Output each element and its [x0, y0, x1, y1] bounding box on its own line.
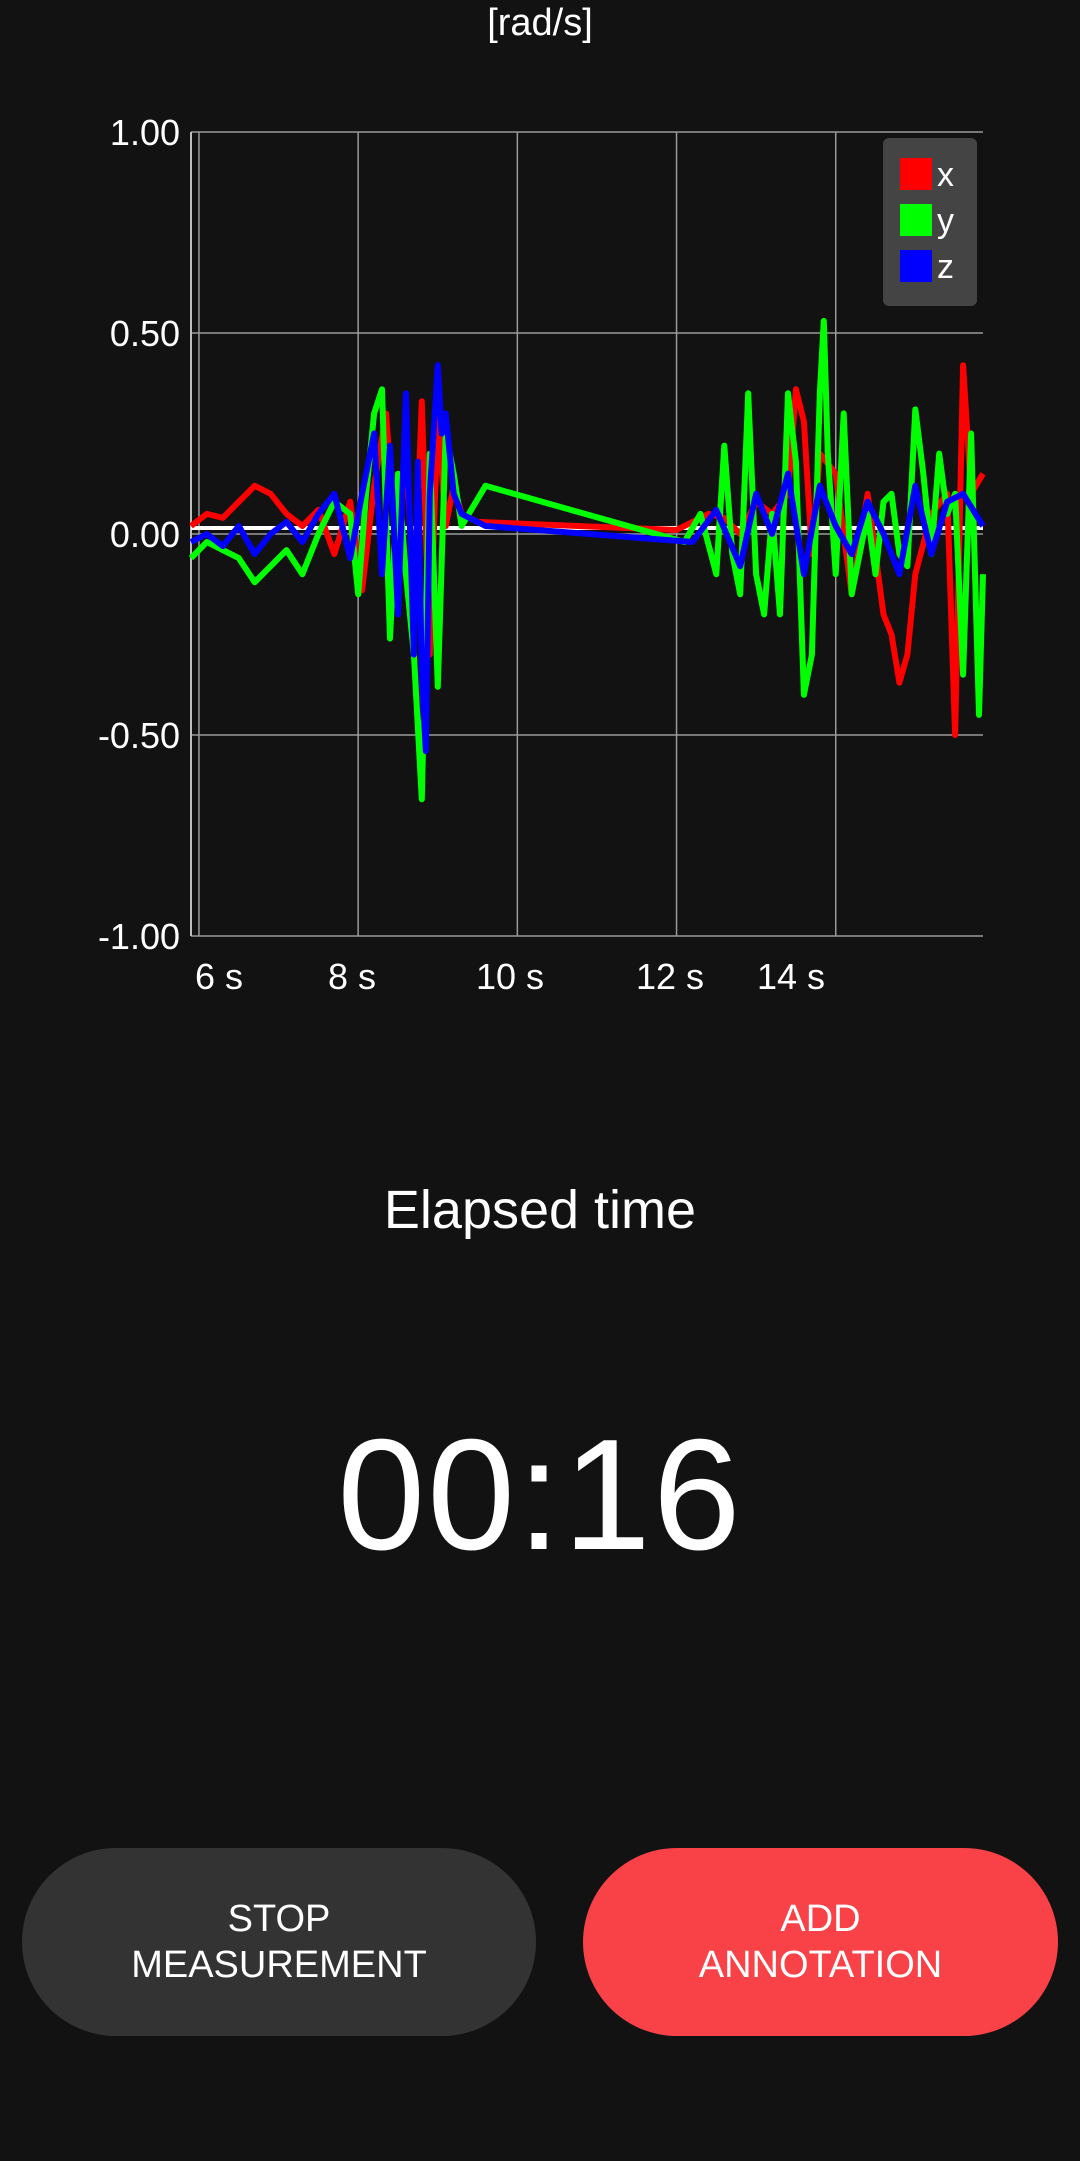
chart-legend: xyz — [883, 138, 977, 306]
legend-label-x: x — [937, 156, 954, 194]
chart-unit-label: [rad/s] — [487, 2, 593, 44]
chart-series — [188, 317, 986, 803]
legend-swatch-z — [900, 250, 932, 282]
y-tick-label: 0.50 — [110, 313, 180, 354]
y-tick-label: 0.00 — [110, 514, 180, 555]
legend-swatch-y — [900, 204, 932, 236]
y-tick-label: -0.50 — [98, 715, 180, 756]
elapsed-time-label: Elapsed time — [383, 1180, 697, 1240]
x-axis-ticks: 6 s 8 s 10 s 12 s 14 s — [195, 956, 825, 997]
x-tick-label: 10 s — [476, 956, 544, 997]
series-line-y — [188, 317, 986, 803]
x-tick-label: 6 s — [195, 956, 243, 997]
x-tick-label: 8 s — [328, 956, 376, 997]
gyroscope-chart: 1.00 0.50 0.00 -0.50 -1.00 6 s 8 s 10 s 12 s 14 … — [98, 112, 986, 997]
x-tick-label: 12 s — [636, 956, 704, 997]
x-tick-label: 14 s — [757, 956, 825, 997]
series-line-z — [189, 362, 986, 755]
add-annotation-button[interactable]: ADD ANNOTATION — [583, 1848, 1058, 2036]
legend-swatch-x — [900, 158, 932, 190]
y-tick-label: -1.00 — [98, 916, 180, 957]
legend-label-y: y — [937, 202, 954, 240]
y-tick-label: 1.00 — [110, 112, 180, 153]
y-axis-ticks: 1.00 0.50 0.00 -0.50 -1.00 — [98, 112, 180, 957]
legend-label-z: z — [937, 248, 954, 286]
stop-measurement-button[interactable]: STOP MEASUREMENT — [22, 1848, 536, 2036]
elapsed-time-value: 00:16 — [337, 1407, 743, 1583]
